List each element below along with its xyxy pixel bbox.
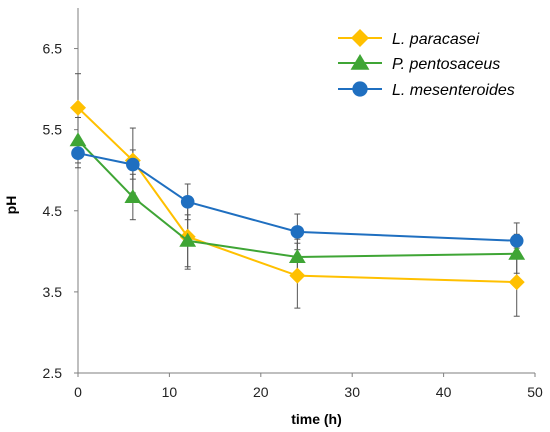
x-tick-label: 10	[162, 384, 178, 400]
data-point	[71, 146, 85, 160]
data-point	[124, 188, 142, 203]
series-group	[69, 99, 526, 291]
data-point	[508, 245, 526, 260]
x-tick-label: 50	[527, 384, 543, 400]
data-point	[180, 195, 195, 209]
y-tick-label: 4.5	[43, 203, 63, 219]
data-point	[69, 132, 87, 147]
legend-marker-1	[350, 54, 370, 70]
legend-label-l-mesenteroides: L. mesenteroides	[392, 82, 515, 99]
legend-marker-2	[352, 81, 368, 97]
y-tick-label: 2.5	[43, 365, 63, 381]
y-axis-title: pH	[3, 196, 19, 215]
data-point	[179, 232, 197, 247]
data-point	[290, 225, 305, 239]
x-tick-label: 20	[253, 384, 269, 400]
y-tick-label: 5.5	[43, 122, 63, 138]
data-point	[289, 267, 306, 284]
data-point	[126, 157, 140, 172]
axes: 0 10 20 30 40 50 2.5 3.5 4.5 5.5 6.5 time (h) pH	[3, 8, 543, 427]
x-ticks: 0 10 20 30 40 50	[74, 373, 543, 400]
data-point	[509, 233, 524, 248]
x-tick-label: 40	[436, 384, 452, 400]
data-point	[288, 249, 306, 264]
legend-label-l-paracasei: L. paracasei	[392, 31, 480, 48]
y-tick-label: 3.5	[43, 284, 63, 300]
x-tick-label: 0	[74, 384, 82, 400]
data-point	[70, 99, 86, 116]
legend-label-p-pentosaceus: P. pentosaceus	[392, 56, 500, 73]
y-ticks: 2.5 3.5 4.5 5.5 6.5	[43, 41, 78, 381]
y-tick-label: 6.5	[43, 41, 63, 57]
x-tick-label: 30	[344, 384, 360, 400]
data-point	[508, 274, 525, 291]
legend: L. paracasei P. pentosaceus L. mesentero…	[338, 29, 515, 99]
legend-marker-0	[351, 29, 369, 47]
x-axis-title: time (h)	[291, 411, 342, 427]
